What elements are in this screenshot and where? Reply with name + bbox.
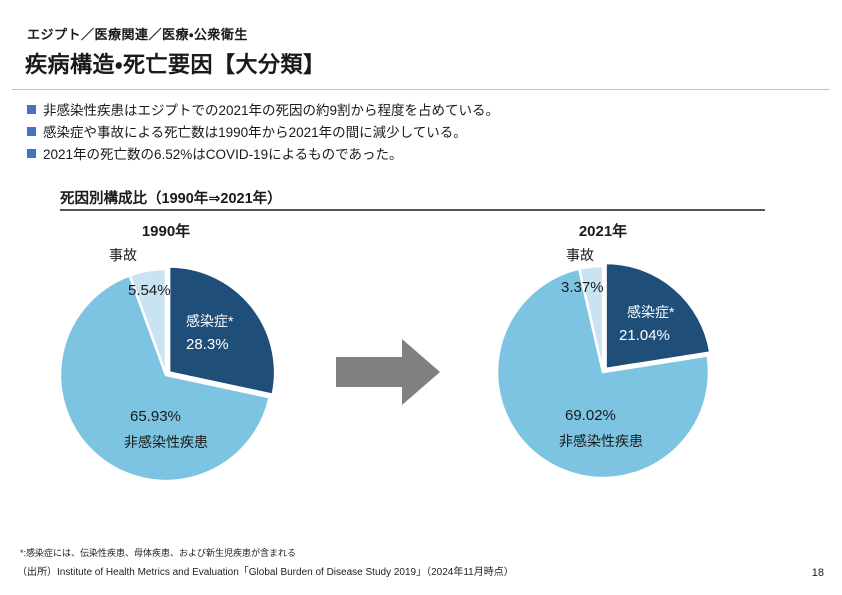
chart-section-divider	[60, 209, 765, 211]
slice-label-infection: 感染症*	[186, 313, 234, 329]
pie-slice	[495, 267, 711, 480]
source-note: （出所）Institute of Health Metrics and Eval…	[17, 567, 514, 578]
slice-value-accident: 5.54%	[128, 282, 171, 299]
slice-label-infection: 感染症*	[627, 304, 675, 320]
slice-value-ncd: 69.02%	[565, 407, 616, 424]
slice-value-ncd: 65.93%	[130, 408, 181, 425]
slice-label-ncd: 非感染性疾患	[124, 434, 208, 450]
pie-slice	[604, 261, 712, 371]
slice-label-accident: 事故	[566, 247, 594, 263]
pie-title-1990: 1990年	[141, 223, 191, 240]
bullet-item: 2021年の死亡数の6.52%はCOVID-19によるものであった。	[27, 142, 499, 164]
page-title: 疾病構造・死亡要因【大分類】	[25, 52, 326, 77]
bullet-text: 非感染性疾患はエジプトでの2021年の死因の約9割から程度を占めている。	[43, 103, 500, 118]
chart-section-title: 死因別構成比（1990年⇒2021年）	[60, 191, 282, 207]
header-divider	[12, 89, 830, 90]
bullet-item: 感染症や事故による死亡数は1990年から2021年の間に減少している。	[27, 120, 499, 142]
pie-slice	[128, 267, 168, 376]
slice-value-infection: 21.04%	[619, 327, 670, 344]
bullet-item: 非感染性疾患はエジプトでの2021年の死因の約9割から程度を占めている。	[27, 98, 499, 120]
slice-value-accident: 3.37%	[561, 279, 604, 296]
pie-chart-2021	[495, 261, 712, 480]
slice-label-accident: 事故	[109, 247, 137, 263]
bullet-text: 2021年の死亡数の6.52%はCOVID-19によるものであった。	[43, 147, 403, 162]
page-number: 18	[811, 567, 824, 579]
pie-chart-1990	[58, 265, 277, 483]
pie-slice	[167, 265, 277, 397]
breadcrumb: エジプト／医療関連／医療・公衆衛生	[27, 27, 248, 42]
pie-title-2021: 2021年	[578, 223, 628, 240]
footnote: *:感染症には、伝染性疾患、母体疾患、および新生児疾患が含まれる	[20, 548, 297, 558]
slice-label-ncd: 非感染性疾患	[559, 433, 643, 449]
arrow-right-icon	[336, 339, 440, 405]
bullet-square-icon	[27, 148, 36, 158]
bullet-text: 感染症や事故による死亡数は1990年から2021年の間に減少している。	[43, 125, 467, 140]
bullet-square-icon	[27, 104, 36, 114]
pie-slice	[58, 273, 272, 483]
summary-bullets: 非感染性疾患はエジプトでの2021年の死因の約9割から程度を占めている。 感染症…	[27, 98, 499, 164]
pie-slice	[577, 264, 605, 373]
bullet-square-icon	[27, 126, 36, 136]
slice-value-infection: 28.3%	[186, 336, 229, 353]
